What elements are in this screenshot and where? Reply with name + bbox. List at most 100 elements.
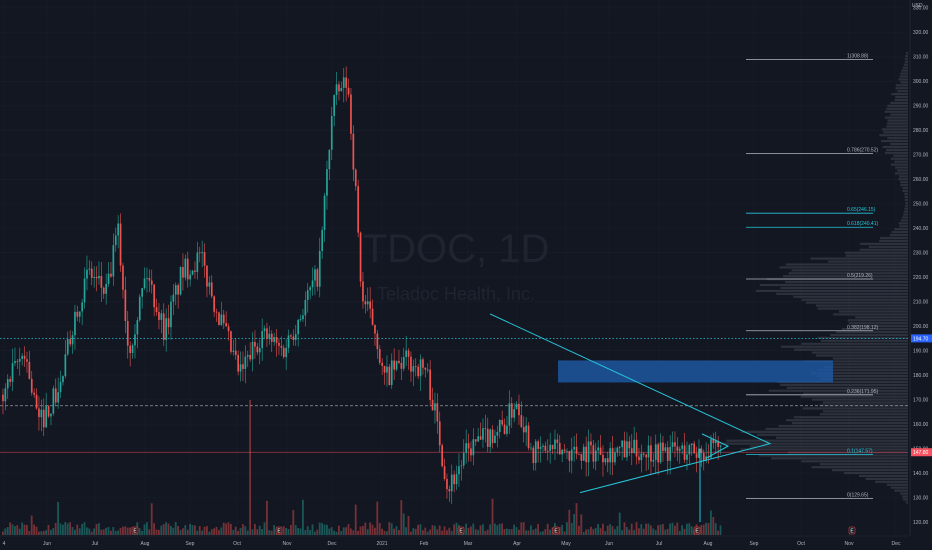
candle-body [527,425,530,448]
volume-profile-row [768,389,908,392]
volume-bar [602,523,604,535]
volume-bar [676,522,679,535]
volume-bar [45,530,47,535]
candle-body [306,290,309,301]
time-tick-label: Feb [420,541,429,547]
volume-bar [398,529,400,535]
volume-bar [333,530,335,535]
current-price-tag [911,448,932,457]
candle-body [410,356,412,372]
volume-bar [410,531,412,535]
candle-body [278,342,280,346]
candle-body [203,252,206,266]
volume-bar [419,524,422,535]
candle-body [230,331,232,352]
candle-body [618,447,621,448]
earnings-marker [552,526,560,535]
candle-body [443,466,446,479]
volume-profile-row [817,336,908,340]
volume-profile-row [903,213,908,216]
volume-profile-row [841,327,908,331]
volume-bar [654,530,657,535]
candle-body [371,308,374,325]
candle-body [630,448,633,454]
volume-bar [105,527,107,535]
candle-body [592,445,595,462]
candle-body [30,378,33,393]
candle-body [215,311,218,313]
volume-bar [599,528,602,535]
candle-body [143,278,146,289]
volume-bar [170,525,172,535]
candle-body [239,364,242,372]
time-tick-label: Jul [656,541,662,547]
volume-bar [614,529,616,535]
candle-body [210,282,213,297]
volume-bar [258,525,261,535]
candle-body [328,149,331,170]
volume-profile-row [894,489,908,492]
volume-profile-row [718,442,908,445]
candle-body [129,345,131,353]
volume-profile-row [830,333,908,337]
candle-body [100,275,103,288]
volume-bar [436,529,439,535]
candle-body [9,379,11,382]
volume-profile-row [858,474,908,478]
candle-body [57,392,59,403]
volume-profile-row [810,372,908,375]
volume-bar [657,525,659,535]
volume-bar [254,523,256,535]
candle-body [316,269,319,287]
volume-profile-row [902,495,908,498]
candle-body [537,441,539,449]
candle-body [234,350,237,355]
time-axis[interactable]: 4 Jun Jul Aug Sep Oct Nov Dec 2021 Feb Mar Apr May Ju… [0,535,932,550]
volume-bar [630,523,633,535]
volume-profile-row [791,422,908,425]
volume-bar [470,526,472,535]
volume-bar [347,524,350,535]
volume-bar [455,522,458,535]
volume-bar [501,523,503,535]
candle-body [616,447,619,453]
volume-bar [16,525,19,535]
candle-body [486,428,489,447]
candle-body [419,359,422,377]
volume-profile-row [778,424,908,428]
volume-bar [23,524,26,535]
volume-profile-row [894,228,908,231]
candle-body [422,359,424,368]
volume-bar [124,526,127,535]
candle-body [136,320,139,335]
candle-body [462,452,465,466]
candle-body [441,445,443,467]
fib-label: 1(308.88) [847,54,869,60]
volume-bar [390,523,393,535]
volume-bar [179,530,182,535]
fib-label: 0.1(147.57) [847,449,873,455]
volume-bar [138,528,141,535]
price-axis[interactable]: USD120.00130.00140.00150.00160.00170.001… [909,0,932,550]
volume-bar [148,529,151,535]
volume-profile-row [740,448,908,451]
volume-bar [352,530,355,535]
volume-bar [309,529,311,535]
volume-bar [662,524,664,535]
candle-body [273,337,275,342]
candle-body [333,94,335,117]
volume-bar [503,529,506,535]
candle-body [688,445,691,455]
volume-bar [201,530,203,535]
time-tick-label: Nov [283,541,292,547]
volume-bar [304,530,307,535]
triangle-pattern[interactable] [489,313,772,522]
time-tick-label: Jun [43,541,51,547]
price-tick-label: 170.00 [913,397,929,403]
volume-bar [443,526,446,535]
volume-profile-row [811,398,908,401]
volume-bar [294,524,297,535]
candle-body [465,443,467,453]
current-price-label: 147.80 [913,450,929,456]
